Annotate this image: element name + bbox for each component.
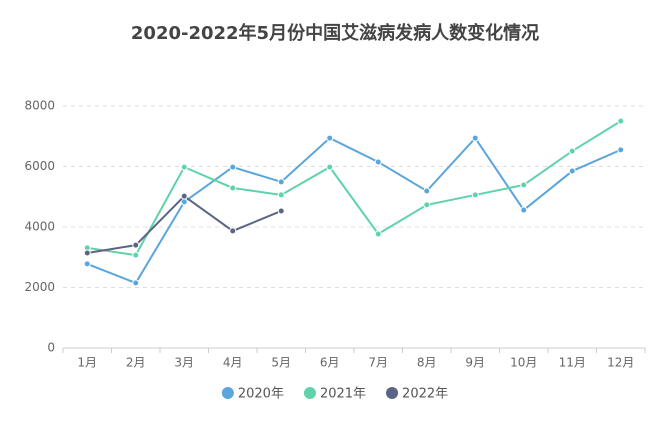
data-point bbox=[229, 227, 237, 235]
x-tick-label: 10月 bbox=[510, 356, 537, 370]
data-point bbox=[617, 146, 625, 154]
data-point bbox=[471, 191, 479, 199]
data-point bbox=[374, 230, 382, 238]
y-tick-label: 4000 bbox=[24, 220, 55, 234]
x-tick-label: 5月 bbox=[271, 356, 291, 370]
y-tick-label: 6000 bbox=[24, 159, 55, 173]
data-point bbox=[277, 178, 285, 186]
data-point bbox=[617, 117, 625, 125]
data-point bbox=[326, 163, 334, 171]
data-point bbox=[132, 251, 140, 259]
legend-marker bbox=[221, 387, 234, 399]
data-point bbox=[132, 241, 140, 249]
legend-marker bbox=[386, 387, 399, 399]
x-tick-label: 6月 bbox=[320, 356, 340, 370]
y-tick-label: 2000 bbox=[24, 280, 55, 294]
data-point bbox=[229, 184, 237, 192]
x-tick-label: 3月 bbox=[174, 356, 194, 370]
data-point bbox=[277, 207, 285, 215]
series-line bbox=[87, 120, 622, 257]
x-tick-label: 1月 bbox=[77, 356, 97, 370]
data-point bbox=[180, 198, 188, 206]
data-point bbox=[520, 181, 528, 189]
chart-title: 2020-2022年5月份中国艾滋病发病人数变化情况 bbox=[131, 22, 539, 44]
x-tick-label: 12月 bbox=[607, 356, 634, 370]
y-tick-label: 0 bbox=[47, 341, 55, 355]
data-point bbox=[83, 260, 91, 268]
legend-label: 2022年 bbox=[402, 387, 448, 402]
x-tick-label: 8月 bbox=[417, 356, 437, 370]
legend-label: 2021年 bbox=[320, 387, 366, 402]
data-point bbox=[83, 249, 91, 257]
data-point bbox=[229, 163, 237, 171]
data-point bbox=[520, 206, 528, 214]
data-point bbox=[471, 134, 479, 142]
series-line bbox=[86, 136, 622, 285]
data-point bbox=[423, 187, 431, 195]
x-tick-label: 11月 bbox=[559, 356, 586, 370]
legend-marker bbox=[303, 387, 316, 399]
data-point bbox=[180, 192, 188, 200]
data-point bbox=[568, 147, 576, 155]
data-point bbox=[277, 191, 285, 199]
data-point bbox=[374, 158, 382, 166]
data-point bbox=[423, 201, 431, 209]
data-point bbox=[180, 163, 188, 171]
x-tick-label: 4月 bbox=[223, 356, 243, 370]
data-point bbox=[132, 279, 140, 287]
x-tick-label: 7月 bbox=[368, 356, 388, 370]
legend-label: 2020年 bbox=[238, 387, 284, 402]
y-tick-label: 8000 bbox=[24, 99, 55, 113]
x-tick-label: 2月 bbox=[126, 356, 146, 370]
x-tick-label: 9月 bbox=[465, 356, 485, 370]
data-point bbox=[568, 167, 576, 175]
data-point bbox=[326, 134, 334, 142]
